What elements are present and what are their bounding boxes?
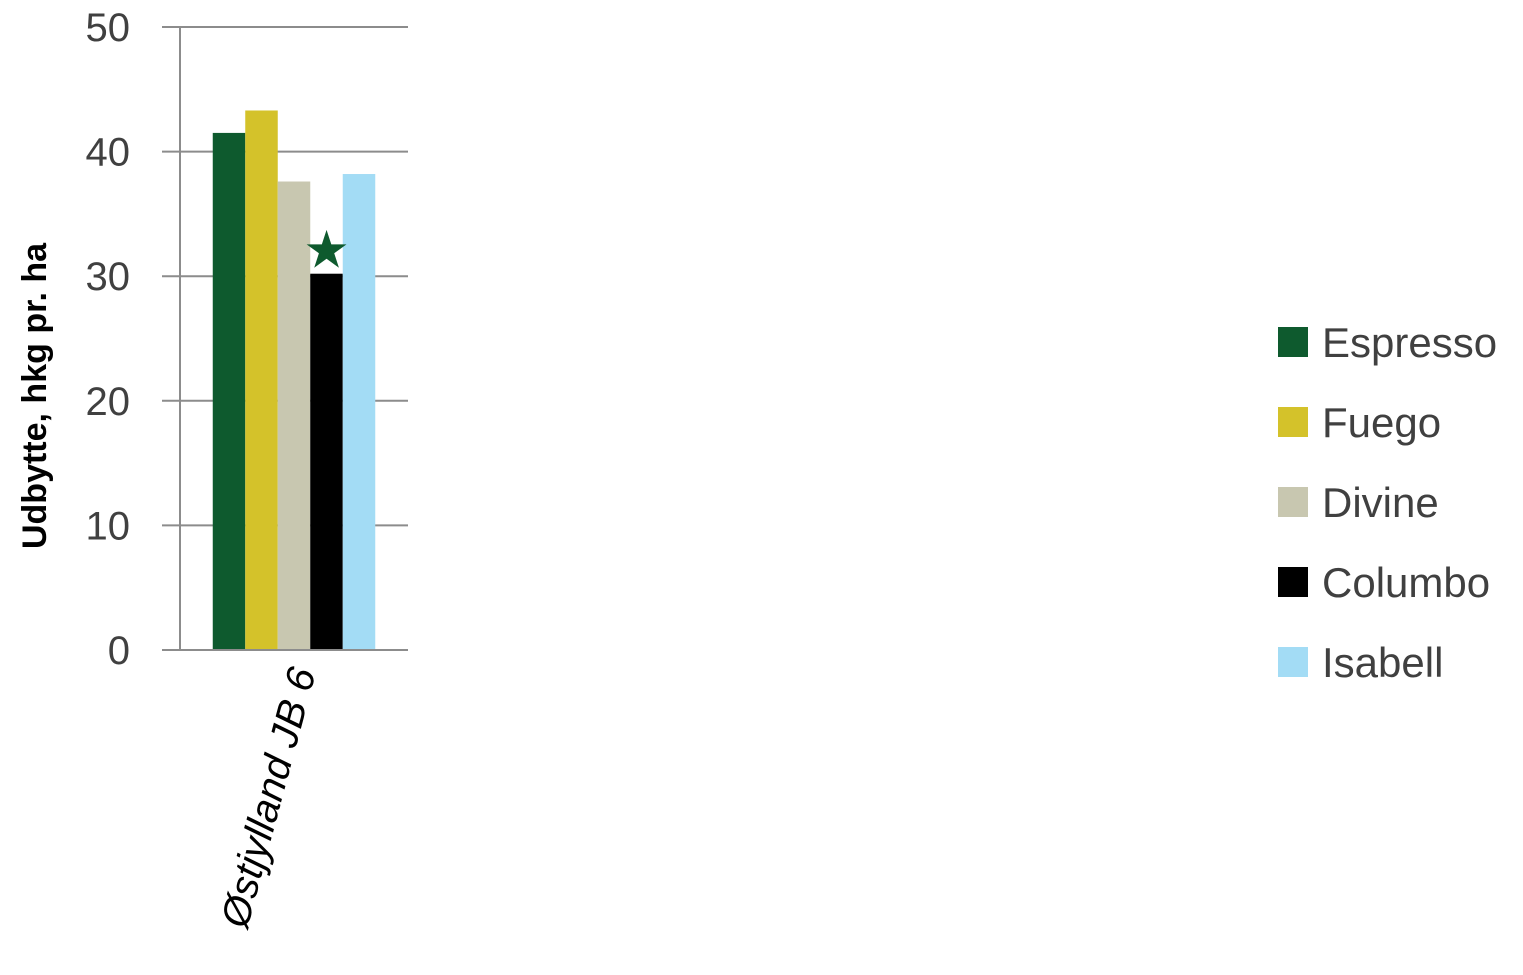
legend-label-espresso: Espresso — [1322, 319, 1497, 366]
bar-divine — [277, 181, 311, 650]
y-tick-label: 20 — [86, 380, 131, 424]
bar-isabell — [342, 174, 376, 650]
legend-label-isabell: Isabell — [1322, 639, 1443, 686]
y-tick-label: 30 — [86, 255, 131, 299]
legend-label-fuego: Fuego — [1322, 399, 1441, 446]
annotation-markers: ★ — [303, 221, 350, 281]
y-tick-label: 40 — [86, 131, 131, 175]
legend-swatch-fuego — [1278, 407, 1308, 437]
y-tick-label: 50 — [86, 6, 131, 50]
bar-fuego — [245, 110, 278, 651]
legend-swatch-columbo — [1278, 567, 1308, 597]
y-axis-ticks: 0 10 20 30 40 50 — [86, 6, 131, 673]
bar-columbo — [310, 273, 343, 650]
star-marker: ★ — [303, 221, 350, 281]
y-tick-label: 10 — [86, 504, 131, 548]
y-tick-label: 0 — [108, 629, 130, 673]
legend-swatch-espresso — [1278, 327, 1308, 357]
x-category-label: Østjylland JB 6 — [213, 662, 325, 934]
bars — [162, 110, 408, 651]
bar-espresso — [212, 132, 246, 650]
x-axis-categories: Østjylland JB 6 — [213, 662, 325, 934]
y-axis-label: Udbytte, hkg pr. ha — [16, 242, 54, 549]
legend-swatch-isabell — [1278, 647, 1308, 677]
legend-label-columbo: Columbo — [1322, 559, 1490, 606]
legend-swatch-divine — [1278, 487, 1308, 517]
legend: Espresso Fuego Divine Columbo Isabell — [1278, 319, 1497, 686]
legend-label-divine: Divine — [1322, 479, 1439, 526]
